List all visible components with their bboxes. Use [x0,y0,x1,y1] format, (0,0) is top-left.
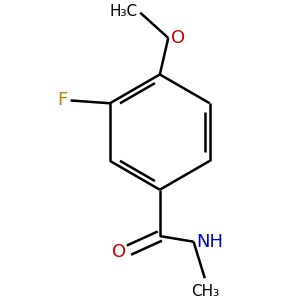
Text: H₃C: H₃C [109,4,137,19]
Text: F: F [58,92,68,110]
Text: CH₃: CH₃ [191,284,219,299]
Text: O: O [112,242,126,260]
Text: O: O [171,29,185,47]
Text: NH: NH [196,233,224,251]
